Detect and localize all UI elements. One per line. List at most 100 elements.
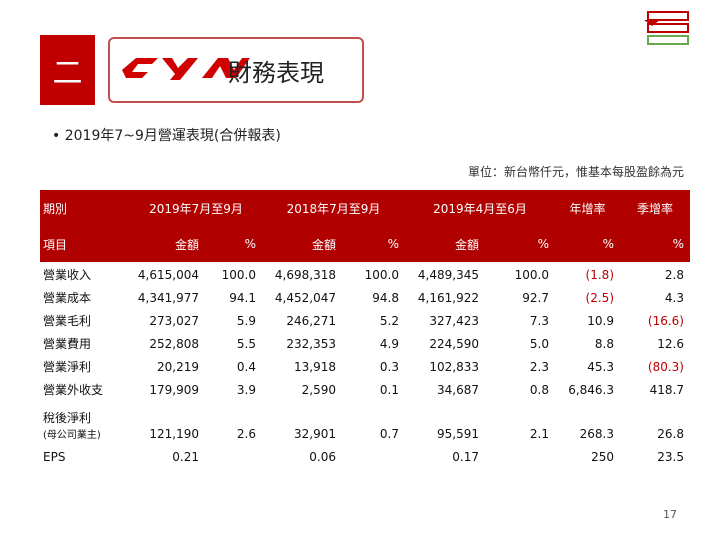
table-row: 營業外收支 179,909 3.9 2,590 0.1 34,687 0.8 6,846.3 4…	[40, 378, 690, 401]
table-cell: 224,590	[429, 336, 479, 351]
table-cell: 4,161,922	[417, 290, 479, 305]
table-cell	[205, 445, 262, 468]
table-cell: 5.9	[236, 313, 256, 328]
table-cell: 0.8	[529, 382, 549, 397]
table-cell: 94.8	[372, 290, 399, 305]
table-cell: 2.6	[236, 427, 256, 441]
table-cell: 92.7	[522, 290, 549, 305]
row-label-text: 營業毛利	[43, 314, 92, 328]
header-cell: 期別	[40, 190, 130, 226]
table-cell: 5.0	[529, 336, 549, 351]
page-number: 17	[663, 508, 677, 521]
table-cell: 10.9	[587, 313, 614, 328]
table-cell: 4.3	[664, 290, 684, 305]
header-cell: %	[205, 226, 262, 263]
header-cell: %	[485, 226, 555, 263]
table-cell: 100.0	[221, 267, 256, 282]
table-cell: 100.0	[514, 267, 549, 282]
row-label: 營業淨利	[40, 355, 130, 378]
table-cell: 102,833	[429, 359, 479, 374]
table-cell: 0.21	[172, 449, 199, 464]
table-cell: 0.06	[309, 449, 336, 464]
table-cell: 6,846.3	[568, 382, 614, 397]
header-cell: 金額	[130, 226, 205, 263]
table-cell: 250	[591, 449, 614, 464]
icon	[647, 23, 689, 33]
row-label: 營業外收支	[40, 378, 130, 401]
table-cell: 232,353	[286, 336, 336, 351]
row-label-text: EPS	[43, 449, 66, 464]
row-label: 稅後淨利 (母公司業主)	[40, 401, 130, 445]
row-label: 營業毛利	[40, 309, 130, 332]
header-cell: %	[555, 226, 620, 263]
table-cell: 4,698,318	[274, 267, 336, 282]
header-cell: 2019年7月至9月	[130, 190, 262, 226]
table-cell: 8.8	[594, 336, 614, 351]
table-cell: 268.3	[579, 427, 614, 441]
table-cell: 4,341,977	[137, 290, 199, 305]
table-cell: 26.8	[657, 427, 684, 441]
financial-table: 期別 2019年7月至9月 2018年7月至9月 2019年4月至6月 年增率 …	[40, 190, 690, 468]
header-cell: %	[342, 226, 405, 263]
header-row: 期別 2019年7月至9月 2018年7月至9月 2019年4月至6月 年增率 …	[40, 190, 690, 226]
table-cell: 121,190	[149, 427, 199, 441]
table-cell: 246,271	[286, 313, 336, 328]
table-cell: 95,591	[437, 427, 479, 441]
table-cell: (16.6)	[647, 313, 684, 328]
table-cell: 12.6	[657, 336, 684, 351]
table-cell: 5.2	[379, 313, 399, 328]
table-row: 營業收入 4,615,004 100.0 4,698,318 100.0 4,489,34…	[40, 263, 690, 287]
table-cell: 100.0	[364, 267, 399, 282]
table-row: 營業成本 4,341,977 94.1 4,452,047 94.8 4,161,922 9…	[40, 286, 690, 309]
table-cell: 2.3	[529, 359, 549, 374]
table-cell: 94.1	[229, 290, 256, 305]
icon	[647, 11, 689, 21]
table-cell: 4,489,345	[417, 267, 479, 282]
table-cell: (2.5)	[585, 290, 614, 305]
row-label-text: 營業外收支	[43, 383, 104, 397]
table-row: 營業淨利 20,219 0.4 13,918 0.3 102,833 2.3 45.3 (80.…	[40, 355, 690, 378]
table-cell: 13,918	[294, 359, 336, 374]
table-cell: 4.9	[379, 336, 399, 351]
table-cell: 5.5	[236, 336, 256, 351]
row-label: 營業成本	[40, 286, 130, 309]
header-cell: 金額	[262, 226, 342, 263]
table-cell: (1.8)	[585, 267, 614, 282]
icon	[647, 35, 689, 45]
table-cell: 20,219	[157, 359, 199, 374]
table-cell: 0.4	[236, 359, 256, 374]
table-cell: 273,027	[149, 313, 199, 328]
table-cell: 252,808	[149, 336, 199, 351]
header-cell: 2018年7月至9月	[262, 190, 405, 226]
bullet: 2019年7~9月營運表現(合併報表)	[52, 125, 281, 145]
table-cell: 327,423	[429, 313, 479, 328]
table-cell: 0.7	[379, 427, 399, 441]
table-cell: 34,687	[437, 382, 479, 397]
header-cell: 季增率	[620, 190, 690, 226]
table-cell	[342, 445, 405, 468]
table-cell: 418.7	[649, 382, 684, 397]
table-cell: 0.17	[452, 449, 479, 464]
table-row: 營業費用 252,808 5.5 232,353 4.9 224,590 5.0 8.8 12.…	[40, 332, 690, 355]
table-cell: 0.1	[379, 382, 399, 397]
row-label: 營業收入	[40, 263, 130, 287]
row-label: EPS	[40, 445, 130, 468]
table-cell: 2.1	[529, 427, 549, 441]
table-cell: 2,590	[301, 382, 336, 397]
header-row: 項目 金額% 金額% 金額%%%	[40, 226, 690, 263]
title: 財務表現	[228, 59, 324, 87]
table-cell: 4,452,047	[274, 290, 336, 305]
table-cell: 7.3	[529, 313, 549, 328]
logo	[122, 58, 250, 80]
table-cell: 2.8	[664, 267, 684, 282]
header-cell: %	[620, 226, 690, 263]
header-cell: 2019年4月至6月	[405, 190, 555, 226]
row-label-text: 營業費用	[43, 337, 92, 351]
table-row: 稅後淨利 (母公司業主) 121,190 2.6 32,901 0.7 95,591 2.1 2…	[40, 401, 690, 445]
table-cell: 3.9	[236, 382, 256, 397]
table-cell: 179,909	[149, 382, 199, 397]
title-box: 財務表現	[108, 37, 364, 103]
row-label-text: 營業淨利	[43, 360, 92, 374]
